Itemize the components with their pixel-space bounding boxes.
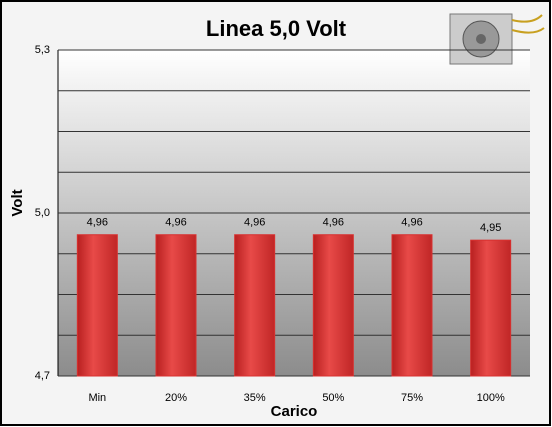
psu-icon [449,13,545,65]
x-axis-title: Carico [271,403,318,420]
bar [312,234,354,377]
y-axis-title: Volt [9,189,26,216]
bar [391,234,433,377]
x-tick-label: 35% [244,392,266,404]
data-label: 4,96 [401,217,422,229]
bar [234,234,276,377]
x-tick-label: 75% [401,392,423,404]
data-label: 4,96 [323,217,344,229]
data-label: 4,96 [165,217,186,229]
chart-title: Linea 5,0 Volt [206,16,347,41]
bar [470,239,512,377]
x-tick-label: 20% [165,392,187,404]
bar [76,234,118,377]
y-tick-label: 4,7 [35,370,50,382]
data-label: 4,96 [244,217,265,229]
data-label: 4,95 [480,222,501,234]
x-tick-label: 50% [322,392,344,404]
data-label: 4,96 [87,217,108,229]
y-tick-label: 5,3 [35,44,50,56]
x-tick-label: 100% [477,392,505,404]
bar [155,234,197,377]
y-tick-label: 5,0 [35,207,50,219]
x-tick-label: Min [88,392,106,404]
